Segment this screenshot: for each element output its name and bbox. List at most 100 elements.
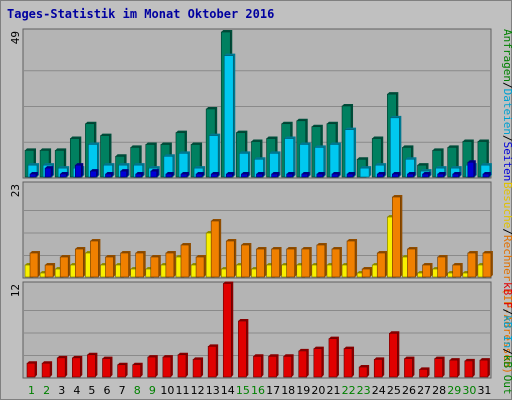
middle-bar-rechner bbox=[467, 252, 477, 278]
top-bar-seiten bbox=[44, 167, 52, 178]
bottom-bar-kb-f bbox=[162, 356, 172, 378]
bottom-bar-kb-f bbox=[419, 369, 428, 378]
top-bar-dateien-shade bbox=[360, 166, 372, 177]
top-bar-seiten bbox=[150, 170, 158, 178]
middle-bar-rechner bbox=[286, 248, 295, 278]
x-axis-day-label: 16 bbox=[251, 384, 265, 397]
top-bar-seiten bbox=[286, 173, 293, 178]
top-bar-seiten bbox=[482, 173, 490, 178]
legend-entry: Rechner (IP-Adressen) bbox=[501, 235, 512, 374]
middle-bar-rechner bbox=[482, 252, 492, 278]
x-axis-day-label: 3 bbox=[58, 384, 65, 397]
top-bar-seiten bbox=[180, 173, 188, 178]
bottom-bar-kb-f bbox=[132, 364, 141, 378]
middle-bar-rechner bbox=[392, 196, 401, 278]
middle-bar-rechner bbox=[271, 248, 280, 278]
x-axis-day-label: 13 bbox=[206, 384, 220, 397]
top-bar-dateien bbox=[223, 55, 234, 178]
x-axis-day-label: 6 bbox=[104, 384, 111, 397]
middle-bar-rechner bbox=[180, 244, 190, 278]
top-y-max-label: 49 bbox=[9, 31, 22, 44]
top-bar-seiten bbox=[452, 173, 460, 178]
x-axis-day-label: 28 bbox=[432, 384, 446, 397]
x-axis-day-label: 4 bbox=[73, 384, 80, 397]
x-axis-day-label: 22 bbox=[342, 384, 356, 397]
top-bar-seiten bbox=[29, 173, 37, 178]
legend-entry: kB Out bbox=[501, 355, 512, 395]
bottom-bar-kb-f bbox=[464, 360, 474, 378]
bottom-bar-kb-f bbox=[192, 359, 202, 378]
middle-bar-rechner bbox=[241, 244, 250, 278]
legend-entry: Dateien bbox=[501, 89, 512, 135]
top-bar-seiten bbox=[407, 173, 414, 178]
middle-bar-rechner bbox=[346, 240, 356, 278]
x-axis-day-label: 1 bbox=[28, 384, 35, 397]
middle-bar-rechner bbox=[44, 264, 54, 278]
x-axis-day-label: 26 bbox=[402, 384, 416, 397]
top-bar-seiten bbox=[331, 173, 339, 178]
middle-bar-rechner bbox=[135, 252, 144, 278]
top-bar-dateien-shade bbox=[58, 166, 70, 177]
bottom-bar-kb-f bbox=[87, 354, 96, 378]
x-axis-day-label: 31 bbox=[477, 384, 491, 397]
legend-entry: / bbox=[501, 309, 512, 316]
middle-bar-rechner bbox=[316, 244, 326, 278]
bottom-bar-kb-f bbox=[102, 358, 111, 378]
legend-middle: Besuche /Rechner (IP-Adressen) bbox=[501, 182, 512, 374]
x-axis-day-label: 14 bbox=[221, 384, 235, 397]
bottom-bar-kb-f bbox=[41, 362, 51, 378]
middle-y-max-label: 23 bbox=[9, 184, 22, 197]
top-bar-seiten bbox=[135, 173, 142, 178]
bottom-bar-kb-f bbox=[358, 366, 368, 378]
top-bar-dateien-shade bbox=[480, 163, 492, 177]
middle-bar-rechner bbox=[437, 256, 446, 278]
top-bar-dateien-shade bbox=[118, 163, 130, 177]
middle-bar-rechner bbox=[120, 252, 129, 278]
bottom-bar-kb-f bbox=[147, 356, 157, 378]
top-bar-seiten bbox=[120, 170, 127, 178]
bottom-bar-kb-f bbox=[253, 355, 262, 378]
top-bar-seiten bbox=[422, 173, 429, 178]
bottom-bar-kb-f bbox=[434, 358, 443, 378]
x-axis-day-label: 9 bbox=[149, 384, 156, 397]
legend-entry: kB F bbox=[501, 282, 512, 309]
middle-bar-rechner bbox=[210, 220, 220, 278]
legend-entry: Besuche bbox=[501, 182, 512, 228]
top-bar-dateien-shade bbox=[133, 163, 145, 177]
middle-bar-rechner bbox=[105, 256, 114, 278]
middle-bar-rechner bbox=[331, 248, 341, 278]
bottom-bar-kb-f bbox=[177, 354, 187, 378]
bottom-bar-kb-f bbox=[298, 350, 308, 378]
legend-entry: kB In bbox=[501, 315, 512, 348]
bottom-bar-kb-f bbox=[283, 355, 292, 378]
middle-bar-rechner bbox=[256, 248, 265, 278]
middle-bar-rechner bbox=[452, 264, 462, 278]
top-bar-seiten bbox=[316, 173, 324, 178]
bottom-bar-kb-f bbox=[117, 364, 126, 378]
bottom-bar-kb-f bbox=[238, 320, 247, 378]
middle-bar-rechner bbox=[376, 252, 386, 278]
bottom-bar-kb-f bbox=[328, 338, 338, 378]
middle-bar-rechner bbox=[407, 248, 416, 278]
top-bar-dateien-shade bbox=[390, 115, 402, 177]
x-axis-day-label: 25 bbox=[387, 384, 401, 397]
bottom-bar-kb-f bbox=[373, 359, 383, 378]
top-bar-dateien-shade bbox=[148, 166, 160, 177]
middle-bar-rechner bbox=[361, 268, 371, 278]
bottom-bar-kb-f bbox=[404, 358, 413, 378]
x-axis-day-label: 7 bbox=[119, 384, 126, 397]
bottom-bar-kb-f bbox=[207, 346, 217, 378]
top-bar-dateien bbox=[344, 129, 355, 178]
x-axis-day-label: 29 bbox=[447, 384, 461, 397]
x-axis-day-label: 11 bbox=[176, 384, 190, 397]
middle-bar-rechner bbox=[301, 248, 311, 278]
legend-entry: / bbox=[501, 82, 512, 89]
bottom-bar-kb-f bbox=[222, 283, 232, 378]
bottom-bar-kb-f bbox=[71, 357, 81, 378]
top-bar-seiten bbox=[392, 173, 399, 178]
x-axis-day-label: 23 bbox=[357, 384, 371, 397]
bottom-bar-kb-f bbox=[313, 348, 323, 378]
top-bar-seiten bbox=[467, 161, 475, 178]
